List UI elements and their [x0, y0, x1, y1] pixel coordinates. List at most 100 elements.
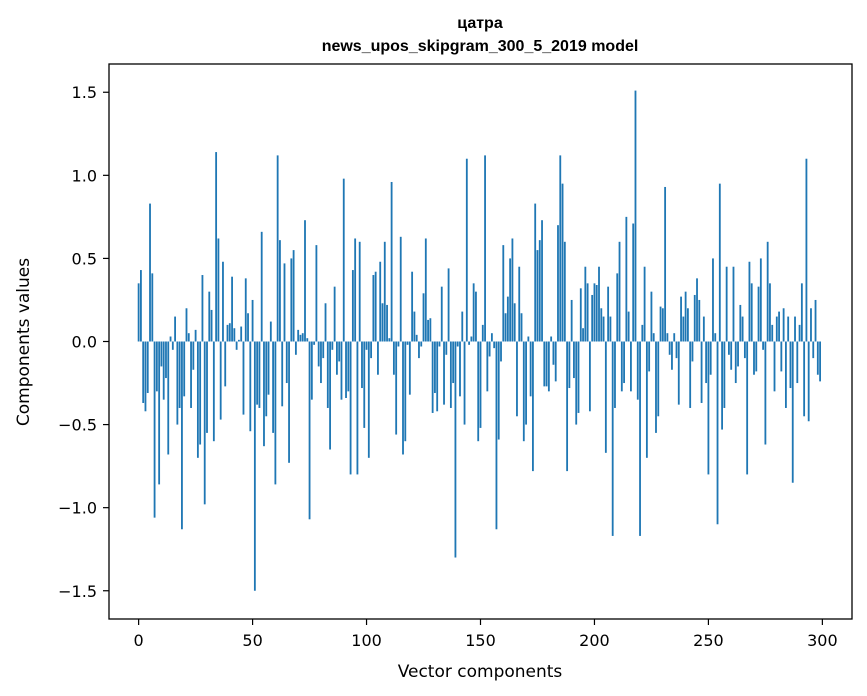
- bar-157: [495, 341, 498, 530]
- bar-252: [712, 258, 714, 342]
- bar-99: [363, 341, 366, 428]
- bar-164: [511, 238, 514, 342]
- bar-88: [338, 341, 341, 362]
- bar-200: [593, 283, 596, 342]
- bar-124: [420, 341, 423, 347]
- bar-101: [367, 341, 370, 458]
- bar-174: [534, 203, 537, 342]
- bar-218: [634, 90, 637, 342]
- bar-240: [684, 291, 687, 342]
- bar-81: [322, 341, 325, 359]
- bar-195: [582, 328, 584, 342]
- bar-162: [506, 296, 509, 342]
- bar-series: [137, 90, 821, 591]
- bar-12: [165, 341, 167, 379]
- bar-183: [554, 341, 557, 382]
- x-tick-label: 300: [807, 631, 838, 650]
- y-axis: −1.5 −1.0 −0.5 0.0 0.5 1.0 1.5: [58, 83, 109, 601]
- bar-7: [153, 341, 156, 518]
- bar-292: [803, 341, 806, 417]
- bar-113: [395, 341, 398, 435]
- bar-158: [497, 341, 500, 440]
- bar-251: [709, 341, 712, 375]
- bar-37: [222, 261, 224, 342]
- bar-64: [283, 263, 286, 342]
- bar-19: [181, 341, 183, 530]
- bar-54: [260, 231, 263, 342]
- bar-16: [174, 316, 176, 342]
- bar-171: [527, 336, 530, 342]
- bar-193: [577, 341, 580, 413]
- bar-68: [292, 250, 295, 342]
- bar-138: [452, 341, 455, 384]
- bar-182: [552, 341, 555, 365]
- bar-168: [520, 313, 523, 342]
- x-tick-label: 150: [465, 631, 496, 650]
- bar-165: [513, 303, 516, 342]
- bar-191: [573, 341, 575, 379]
- bar-233: [668, 341, 671, 355]
- bar-279: [773, 341, 776, 392]
- bar-140: [456, 341, 459, 347]
- bar-203: [600, 308, 603, 342]
- bar-278: [771, 324, 774, 342]
- bar-170: [525, 341, 527, 425]
- x-tick-label: 50: [242, 631, 262, 650]
- bar-142: [461, 311, 464, 342]
- bar-6: [151, 273, 154, 342]
- bar-175: [536, 250, 539, 342]
- bar-0: [137, 283, 140, 342]
- bar-263: [737, 341, 739, 367]
- y-axis-label: Components values: [14, 258, 34, 426]
- bar-117: [404, 341, 407, 442]
- bar-126: [424, 238, 427, 342]
- bar-266: [743, 341, 746, 359]
- bar-27: [199, 341, 202, 445]
- bar-35: [217, 238, 220, 342]
- bar-108: [383, 241, 386, 342]
- bar-129: [431, 341, 434, 413]
- y-tick-label: 0.0: [72, 333, 97, 352]
- bar-33: [212, 341, 215, 442]
- bar-209: [614, 341, 616, 408]
- bar-84: [329, 341, 331, 450]
- bar-136: [447, 268, 450, 342]
- bar-87: [336, 341, 338, 375]
- bar-132: [438, 341, 441, 347]
- bar-49: [249, 341, 252, 432]
- bar-163: [509, 258, 512, 342]
- bar-212: [620, 341, 623, 392]
- bar-245: [696, 278, 698, 342]
- bar-39: [226, 324, 229, 342]
- bar-269: [750, 283, 753, 342]
- bar-82: [324, 303, 327, 342]
- bar-267: [746, 341, 749, 475]
- bar-178: [543, 341, 546, 387]
- bar-71: [299, 334, 302, 342]
- bar-118: [406, 341, 409, 345]
- bar-8: [155, 341, 158, 392]
- bar-43: [235, 341, 238, 350]
- bar-167: [518, 266, 521, 342]
- bar-151: [481, 324, 484, 342]
- bar-24: [192, 341, 195, 370]
- bar-271: [755, 341, 758, 372]
- bar-246: [698, 299, 701, 342]
- bar-95: [354, 238, 357, 342]
- bar-237: [677, 341, 680, 405]
- bar-287: [791, 341, 794, 483]
- y-tick-label: −0.5: [58, 416, 97, 435]
- bar-20: [183, 341, 186, 397]
- bar-146: [470, 336, 473, 342]
- bar-244: [693, 294, 696, 342]
- bar-28: [201, 275, 204, 342]
- bar-116: [402, 341, 404, 455]
- bar-239: [682, 316, 685, 342]
- y-tick-label: 0.5: [72, 249, 97, 268]
- y-tick-label: −1.5: [58, 582, 97, 601]
- bar-217: [632, 223, 635, 342]
- bar-289: [796, 341, 799, 384]
- bar-226: [652, 333, 655, 342]
- bar-152: [484, 155, 486, 342]
- bar-296: [812, 341, 815, 359]
